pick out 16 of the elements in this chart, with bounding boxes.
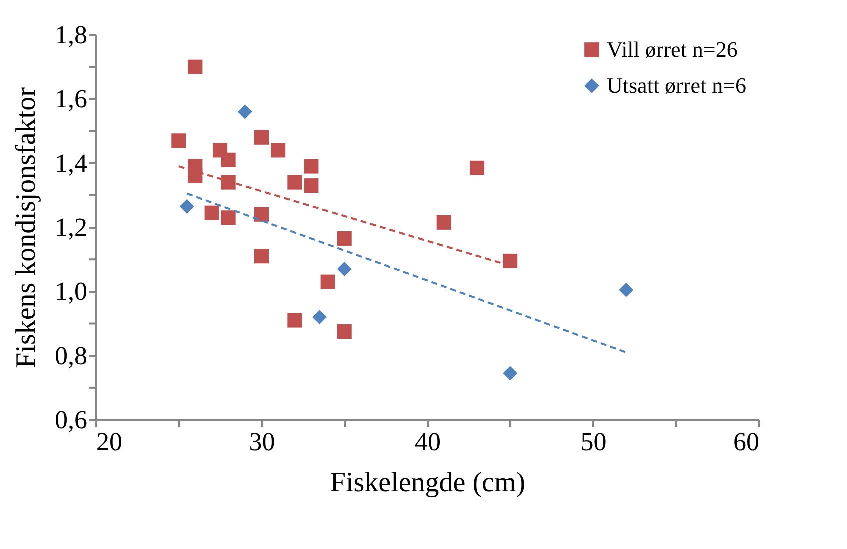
y-tick-label: 1,6 [55, 84, 88, 114]
x-tick-label: 30 [249, 428, 276, 456]
x-tick-label: 20 [96, 428, 122, 456]
y-tick-label: 1,8 [55, 20, 88, 50]
y-tick-label: 0,6 [55, 406, 88, 434]
y-tick-label: 1,2 [55, 213, 88, 242]
x-tick-label: 50 [580, 428, 607, 456]
y-tick-label: 0,8 [55, 341, 88, 370]
legend-label: Utsatt ørret n=6 [607, 73, 746, 98]
y-tick-label: 1,0 [55, 277, 88, 306]
legend-label: Vill ørret n=26 [607, 37, 738, 62]
x-tick-label: 40 [415, 428, 441, 456]
y-tick-label: 1,4 [55, 148, 88, 178]
y-axis-title: Fiskens kondisjonsfaktor [11, 86, 42, 368]
x-axis-title: Fiskelengde (cm) [330, 468, 526, 498]
x-tick-label: 60 [734, 428, 760, 456]
